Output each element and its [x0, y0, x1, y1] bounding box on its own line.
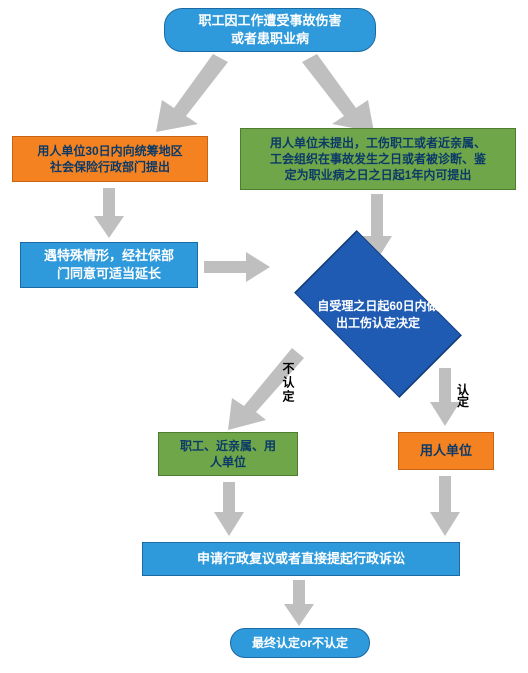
- employee-submit-node: 用人单位未提出，工伤职工或者近亲属、 工会组织在事故发生之日或者被诊断、鉴 定为…: [240, 128, 516, 190]
- start-node: 职工因工作遭受事故伤害 或者患职业病: [164, 8, 376, 52]
- outcome-employee-l1: 职工、近亲属、用: [180, 438, 276, 454]
- start-line1: 职工因工作遭受事故伤害: [198, 12, 341, 30]
- outcome-employee-node: 职工、近亲属、用 人单位: [158, 432, 298, 476]
- edge-label-yes-text: 认定: [457, 384, 471, 408]
- edge-label-no: 不认定: [280, 362, 297, 404]
- employer-submit-l1: 用人单位30日内向统筹地区: [37, 143, 182, 159]
- start-line2: 或者患职业病: [198, 30, 341, 48]
- arrow-outcome-left-down: [214, 482, 244, 536]
- appeal-text: 申请行政复议或者直接提起行政诉讼: [197, 550, 405, 568]
- final-node: 最终认定or不认定: [230, 628, 370, 658]
- arrow-outcome-right-down: [430, 476, 460, 536]
- arrow-appeal-down: [284, 580, 314, 626]
- final-text: 最终认定or不认定: [252, 635, 348, 651]
- extend-node: 遇特殊情形，经社保部 门同意可适当延长: [20, 242, 198, 288]
- extend-l1: 遇特殊情形，经社保部: [44, 247, 174, 265]
- arrow-start-left: [138, 54, 228, 134]
- arrow-left2-right: [204, 252, 270, 282]
- employee-submit-l1: 用人单位未提出，工伤职工或者近亲属、: [270, 135, 486, 151]
- employer-submit-l2: 社会保险行政部门提出: [37, 159, 182, 175]
- employee-submit-l2: 工会组织在事故发生之日或者被诊断、鉴: [270, 151, 486, 167]
- extend-l2: 门同意可适当延长: [44, 265, 174, 283]
- outcome-employee-l2: 人单位: [180, 454, 276, 470]
- decision-node: 自受理之日起60日内做 出工伤认定决定: [278, 250, 478, 378]
- outcome-employer-text: 用人单位: [420, 442, 472, 460]
- edge-label-yes: 认定: [457, 384, 471, 408]
- appeal-node: 申请行政复议或者直接提起行政诉讼: [142, 542, 460, 576]
- decision-l1: 自受理之日起60日内做: [317, 297, 438, 314]
- arrow-start-right: [302, 54, 392, 134]
- employer-submit-node: 用人单位30日内向统筹地区 社会保险行政部门提出: [12, 136, 208, 182]
- employee-submit-l3: 定为职业病之日之日起1年内可提出: [270, 167, 486, 183]
- outcome-employer-node: 用人单位: [398, 432, 494, 470]
- arrow-left1-down: [94, 188, 124, 238]
- arrow-decision-yes: [430, 368, 460, 426]
- decision-l2: 出工伤认定决定: [317, 314, 438, 331]
